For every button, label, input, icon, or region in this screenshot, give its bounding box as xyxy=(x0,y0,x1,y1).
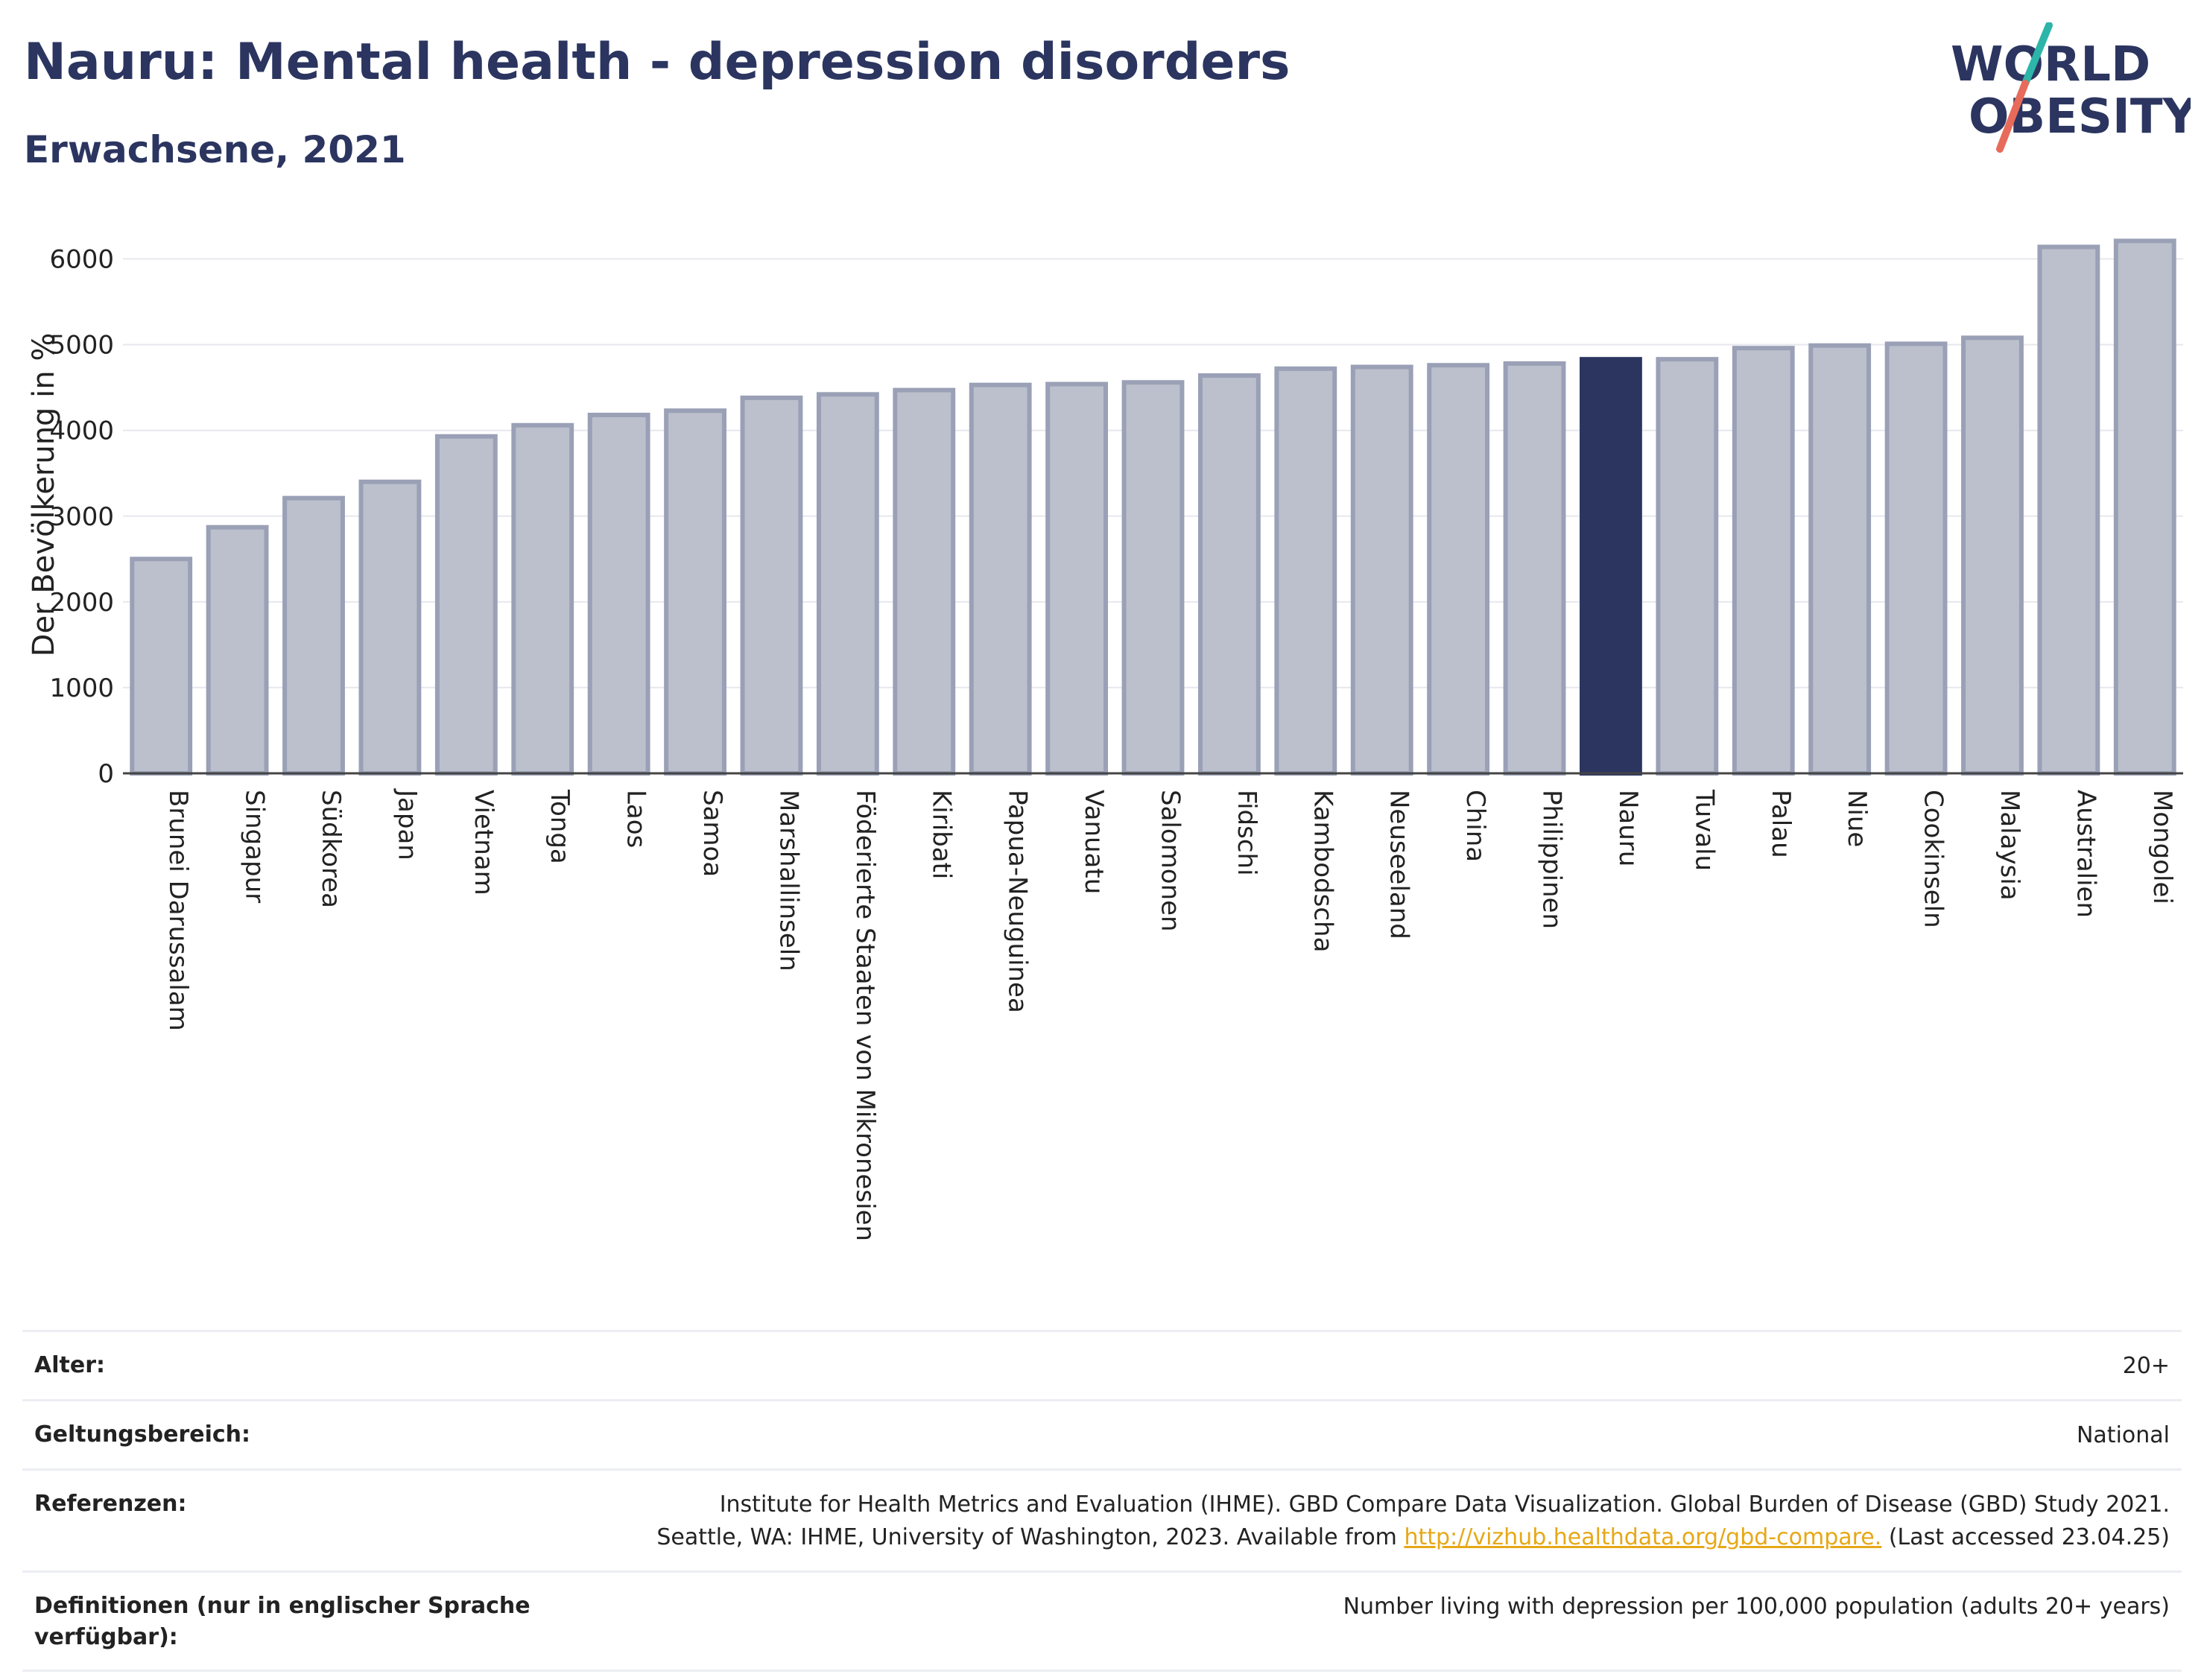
x-tick-label: Cookinseln xyxy=(1919,790,1948,928)
definitions-label: Definitionen (nur in englischer Sprache … xyxy=(34,1593,531,1650)
reference-line-1: Institute for Health Metrics and Evaluat… xyxy=(719,1492,2170,1518)
bar xyxy=(1732,346,1795,776)
bar xyxy=(206,524,269,776)
bar xyxy=(740,395,803,776)
bar xyxy=(511,422,574,776)
bar xyxy=(434,434,498,776)
bar xyxy=(1656,357,1719,776)
bar xyxy=(130,557,193,776)
logo-line1: WORLD xyxy=(1951,37,2150,92)
reference-text-post: (Last accessed 23.04.25) xyxy=(1881,1524,2170,1550)
bar xyxy=(1350,364,1413,776)
x-tick-label: Palau xyxy=(1766,790,1796,858)
bar xyxy=(282,495,345,776)
x-tick-label: Kambodscha xyxy=(1308,790,1337,952)
y-tick-label: 2000 xyxy=(49,588,114,618)
bar xyxy=(1427,363,1490,776)
meta-row-scope: Geltungsbereich: National xyxy=(22,1399,2182,1468)
chart-title: Nauru: Mental health - depression disord… xyxy=(24,33,1291,92)
x-tick-label: Australien xyxy=(2071,790,2100,918)
x-tick-label: China xyxy=(1460,790,1490,862)
references-value: Institute for Health Metrics and Evaluat… xyxy=(656,1489,2170,1554)
y-tick-labels: 0 1000 2000 3000 4000 5000 6000 xyxy=(49,245,114,789)
bar-chart: 0 1000 2000 3000 4000 5000 6000 Brunei Darussa… xyxy=(27,238,2183,1241)
x-tick-label: Kiribati xyxy=(926,790,956,879)
x-tick-label: Mongolei xyxy=(2147,790,2177,904)
x-tick-labels: Brunei Darussalam Singapur Südkorea Japan Vi… xyxy=(163,788,2177,1241)
bar-highlight xyxy=(1580,357,1642,776)
bar xyxy=(2113,238,2176,776)
x-tick-label: Japan xyxy=(392,788,422,860)
y-axis-title: Der Bevölkerung in % xyxy=(27,333,61,657)
reference-line-2: Seattle, WA: IHME, University of Washing… xyxy=(656,1521,2170,1554)
x-tick-label: Salomonen xyxy=(1156,790,1185,932)
y-tick-label: 5000 xyxy=(49,331,114,361)
x-tick-label: Tonga xyxy=(545,789,574,864)
x-tick-label: Tuvalu xyxy=(1689,789,1719,871)
x-tick-label: Philippinen xyxy=(1537,790,1567,929)
reference-link[interactable]: http://vizhub.healthdata.org/gbd-compare… xyxy=(1404,1524,1882,1550)
metadata-table: Alter: 20+ Geltungsbereich: National Ref… xyxy=(22,1330,2182,1672)
bar xyxy=(358,479,422,776)
x-tick-label: Laos xyxy=(621,790,651,848)
chart-subtitle: Erwachsene, 2021 xyxy=(24,128,406,171)
x-tick-label: Singapur xyxy=(240,790,270,903)
scope-value: National xyxy=(2076,1422,2170,1448)
y-tick-label: 1000 xyxy=(49,673,114,703)
x-tick-label: Südkorea xyxy=(316,790,346,908)
y-tick-label: 6000 xyxy=(49,245,114,275)
x-tick-label: Samoa xyxy=(697,790,727,877)
bar xyxy=(1045,381,1109,776)
age-value: 20+ xyxy=(2122,1353,2170,1379)
scope-label: Geltungsbereich: xyxy=(34,1421,251,1448)
bar xyxy=(2037,244,2100,776)
bars xyxy=(130,238,2176,776)
y-tick-label: 0 xyxy=(98,759,114,789)
x-tick-label: Nauru xyxy=(1613,790,1643,866)
bar xyxy=(587,412,650,776)
bar xyxy=(664,408,726,776)
age-label: Alter: xyxy=(34,1352,105,1378)
meta-row-references: Referenzen: Institute for Health Metrics… xyxy=(22,1468,2182,1570)
y-tick-label: 3000 xyxy=(49,502,114,532)
bar xyxy=(893,387,956,776)
world-obesity-logo: WORLD OBESITY xyxy=(1951,22,2191,153)
bar xyxy=(969,382,1032,776)
x-tick-label: Föderierte Staaten von Mikronesien xyxy=(850,790,880,1241)
y-tick-label: 4000 xyxy=(49,416,114,446)
x-tick-label: Fidschi xyxy=(1232,790,1261,876)
x-tick-label: Brunei Darussalam xyxy=(163,790,193,1031)
x-tick-label: Neuseeland xyxy=(1384,790,1414,939)
x-tick-label: Niue xyxy=(1842,790,1872,847)
references-label: Referenzen: xyxy=(34,1491,187,1517)
bar xyxy=(1808,343,1872,776)
x-tick-label: Papua-Neuguinea xyxy=(1003,790,1033,1013)
bar xyxy=(1961,335,2024,776)
bar xyxy=(1121,380,1185,776)
x-tick-label: Vanuatu xyxy=(1079,790,1109,894)
bar xyxy=(816,392,879,776)
x-tick-label: Malaysia xyxy=(1995,790,2024,901)
bar xyxy=(1884,341,1948,776)
meta-row-age: Alter: 20+ xyxy=(22,1330,2182,1399)
meta-row-definitions: Definitionen (nur in englischer Sprache … xyxy=(22,1570,2182,1672)
bar xyxy=(1274,366,1337,776)
x-tick-label: Vietnam xyxy=(469,790,498,896)
reference-text-pre: Seattle, WA: IHME, University of Washing… xyxy=(656,1524,1405,1550)
x-tick-label: Marshallinseln xyxy=(773,790,803,971)
bar xyxy=(1503,361,1566,776)
definitions-value: Number living with depression per 100,00… xyxy=(1343,1594,2170,1620)
bar xyxy=(1197,373,1261,776)
